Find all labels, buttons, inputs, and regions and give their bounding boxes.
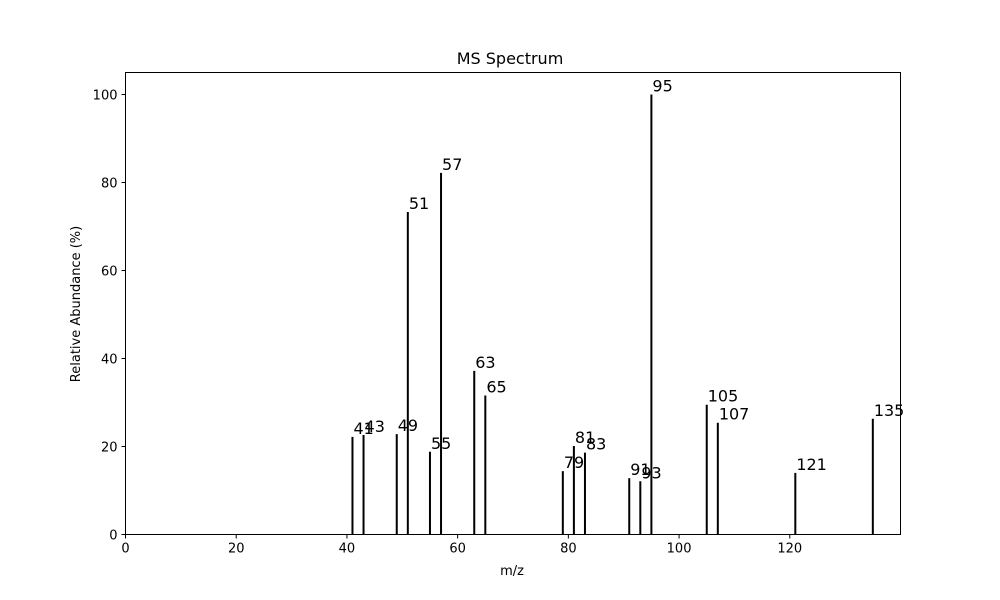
x-tick-label: 20 [228,542,245,557]
peak-label: 41 [353,419,373,438]
y-tick-label: 20 [101,441,118,456]
peak-label: 135 [874,401,905,420]
y-axis: 0 20 40 60 80 100 [93,89,126,544]
y-tick-label: 80 [101,177,118,192]
peak-label: 83 [586,435,606,454]
x-tick-label: 80 [560,542,577,557]
peak-label: 43 [365,417,385,436]
x-tick-label: 0 [121,542,129,557]
x-axis: 0 20 40 60 80 100 120 [121,534,802,557]
peak-label: 63 [475,353,495,372]
peak-label: 57 [442,155,462,174]
bars-layer [351,94,874,535]
peak-label: 91 [630,460,650,479]
peak-label: 105 [708,387,739,406]
peak-label: 95 [652,77,672,96]
plot-frame [125,72,901,535]
y-tick-label: 0 [109,529,117,544]
peak-label: 121 [796,455,827,474]
peak-label: 49 [398,416,418,435]
y-tick-label: 100 [93,89,118,104]
peak-label: 55 [431,434,451,453]
peak-label: 107 [719,405,750,424]
peak-label: 81 [575,428,595,447]
y-tick-label: 60 [101,265,118,280]
peak-label: 93 [641,463,661,482]
chart-title: MS Spectrum [457,49,564,68]
peak-label: 65 [486,377,506,396]
x-axis-label: m/z [500,564,524,579]
peak-label: 79 [564,453,584,472]
x-tick-label: 100 [667,542,692,557]
peak-label: 51 [409,194,429,213]
x-tick-label: 40 [339,542,356,557]
x-tick-label: 120 [777,542,802,557]
y-tick-label: 40 [101,353,118,368]
x-tick-label: 60 [449,542,466,557]
y-axis-label: Relative Abundance (%) [69,226,84,382]
